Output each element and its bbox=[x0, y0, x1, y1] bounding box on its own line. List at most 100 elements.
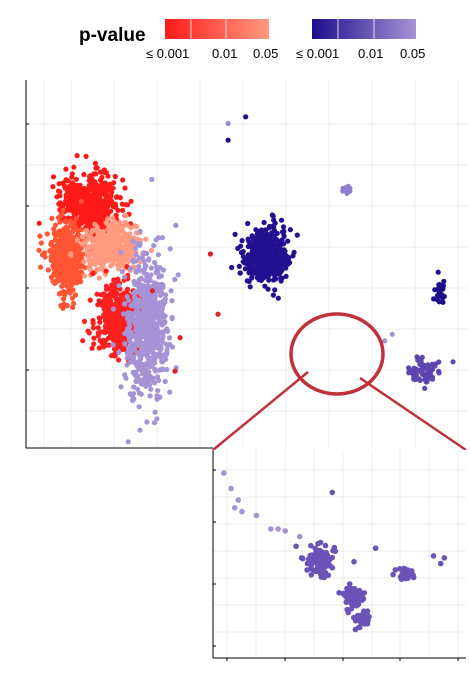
main-cluster-4-point bbox=[153, 237, 159, 243]
main-cluster-4-point bbox=[141, 250, 147, 256]
inset-point-16 bbox=[441, 555, 448, 561]
main-cluster-2-point bbox=[106, 236, 112, 242]
main-cluster-5-point bbox=[245, 252, 251, 258]
main-cluster-2-point bbox=[101, 247, 107, 253]
main-cluster-0-point bbox=[83, 153, 89, 159]
main-cluster-1-point bbox=[62, 260, 68, 267]
main-cluster-1-point bbox=[37, 233, 43, 239]
main-cluster-4-point bbox=[135, 304, 141, 310]
inset-cluster-1-point bbox=[336, 590, 342, 596]
inset-cluster-0-point bbox=[312, 545, 319, 552]
inset-points bbox=[221, 470, 448, 633]
main-cluster-1-point bbox=[69, 281, 75, 287]
main-cluster-5-point bbox=[282, 251, 288, 257]
main-cluster-7-point bbox=[436, 370, 442, 376]
main-cluster-3-point bbox=[90, 325, 96, 331]
main-cluster-2-point bbox=[109, 226, 115, 232]
main-cluster-4-point bbox=[139, 311, 145, 317]
inset-point-4 bbox=[235, 497, 242, 503]
main-cluster-5-point bbox=[250, 258, 256, 264]
main-cluster-6-point bbox=[432, 287, 438, 293]
main-panel bbox=[25, 80, 468, 452]
main-cluster-0-point bbox=[120, 177, 126, 183]
main-cluster-2-point bbox=[101, 254, 107, 260]
main-cluster-3-point bbox=[80, 338, 86, 344]
legend-blue-tick-2: 0.01 bbox=[358, 46, 383, 61]
main-cluster-4-point bbox=[163, 351, 169, 358]
inset-cluster-0-point bbox=[321, 574, 328, 581]
inset-cluster-1-point bbox=[359, 597, 365, 603]
main-cluster-1-point bbox=[63, 218, 69, 224]
main-point-0 bbox=[243, 114, 249, 120]
main-cluster-0-point bbox=[71, 210, 77, 216]
main-cluster-6-point bbox=[431, 296, 437, 302]
main-cluster-2-point bbox=[94, 266, 100, 272]
main-cluster-4-point bbox=[164, 347, 170, 353]
inset-cluster-0-point bbox=[306, 558, 313, 565]
main-cluster-4-point bbox=[137, 427, 143, 433]
main-cluster-4-point bbox=[137, 350, 144, 356]
inset-cluster-1-point bbox=[348, 606, 355, 612]
main-cluster-4-point bbox=[155, 306, 162, 313]
main-cluster-4-point bbox=[137, 228, 143, 234]
main-cluster-2-point bbox=[115, 262, 121, 268]
inset-axes bbox=[212, 450, 466, 659]
main-cluster-0-point bbox=[94, 211, 101, 217]
main-cluster-4-point bbox=[128, 353, 134, 359]
main-cluster-2-point bbox=[94, 229, 100, 235]
main-cluster-2-point bbox=[79, 234, 86, 240]
main-cluster-4-point bbox=[132, 321, 138, 327]
inset-point-1 bbox=[228, 485, 234, 492]
inset-cluster-0-point bbox=[308, 572, 315, 578]
main-cluster-3-point bbox=[97, 319, 103, 325]
main-cluster-4-point bbox=[138, 275, 144, 281]
inset-cluster-2-point bbox=[354, 612, 361, 619]
main-cluster-2-point bbox=[110, 244, 116, 250]
inset-cluster-0-point bbox=[315, 557, 322, 563]
main-cluster-4-point bbox=[118, 249, 124, 255]
main-cluster-4-point bbox=[126, 337, 132, 343]
inset-point-8 bbox=[275, 526, 281, 532]
main-cluster-4-point bbox=[151, 310, 157, 316]
main-cluster-1-point bbox=[68, 221, 74, 227]
main-cluster-5-point bbox=[258, 273, 265, 279]
main-cluster-2-point bbox=[111, 238, 118, 244]
main-cluster-2-point bbox=[94, 234, 101, 240]
main-cluster-4-point bbox=[122, 274, 128, 280]
main-cluster-0-point bbox=[112, 201, 118, 207]
main-cluster-4-point bbox=[144, 271, 150, 277]
main-cluster-2-point bbox=[108, 257, 114, 263]
inset-cluster-1-point bbox=[355, 601, 362, 607]
inset-cluster-3-point bbox=[410, 574, 417, 581]
main-cluster-4-point bbox=[152, 360, 158, 366]
main-cluster-4-point bbox=[162, 313, 168, 319]
main-cluster-3-point bbox=[96, 345, 102, 351]
main-cluster-4-point bbox=[142, 375, 148, 381]
main-cluster-1-point bbox=[48, 247, 54, 253]
main-cluster-3-point bbox=[116, 357, 122, 363]
main-cluster-4-point bbox=[131, 290, 137, 296]
main-cluster-0-point bbox=[120, 207, 126, 213]
main-cluster-6-point bbox=[441, 278, 447, 284]
inset-panel bbox=[212, 450, 466, 661]
main-cluster-4-point bbox=[144, 419, 150, 425]
main-cluster-2-point bbox=[81, 259, 87, 265]
main-cluster-5-point bbox=[247, 284, 253, 290]
main-point-3 bbox=[215, 311, 221, 317]
main-cluster-5-point bbox=[282, 258, 288, 264]
main-cluster-4-point bbox=[118, 384, 124, 390]
main-cluster-7-point bbox=[450, 359, 456, 365]
main-cluster-5-point bbox=[272, 287, 278, 293]
main-cluster-0-point bbox=[56, 188, 62, 194]
main-cluster-1-point bbox=[53, 249, 59, 255]
main-cluster-0-point bbox=[128, 198, 134, 204]
main-cluster-5-point bbox=[269, 230, 275, 236]
main-cluster-4-point bbox=[155, 252, 161, 258]
main-cluster-1-point bbox=[49, 215, 55, 221]
main-cluster-4-point bbox=[173, 222, 179, 228]
main-cluster-4-point bbox=[151, 243, 157, 249]
main-cluster-4-point bbox=[122, 331, 128, 337]
main-cluster-0-point bbox=[94, 165, 100, 171]
main-cluster-3-point bbox=[81, 318, 88, 324]
